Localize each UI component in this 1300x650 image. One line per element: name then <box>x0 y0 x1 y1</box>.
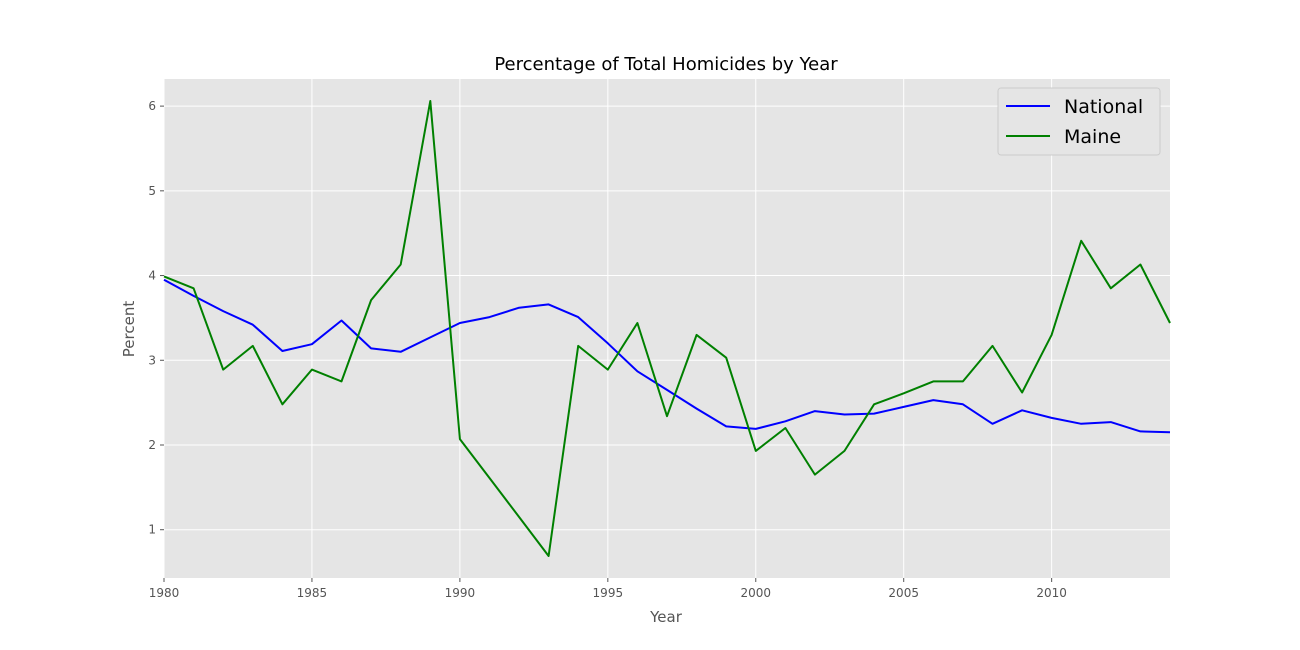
x-tick-label: 2000 <box>740 586 771 600</box>
legend-label-maine: Maine <box>1064 126 1121 148</box>
x-axis-ticks: 1980 1985 1990 1995 2000 2005 2010 <box>149 578 1067 600</box>
y-axis-ticks: 1 2 3 4 5 6 <box>148 99 164 537</box>
y-tick-label: 4 <box>148 269 156 283</box>
series-lines <box>163 100 1171 557</box>
x-tick-label: 2010 <box>1036 586 1067 600</box>
y-axis-label: Percent <box>120 301 138 358</box>
x-tick-label: 1995 <box>593 586 624 600</box>
legend-box <box>997 87 1161 156</box>
y-tick-label: 5 <box>148 184 156 198</box>
series-line-national <box>163 278 1171 434</box>
y-tick-label: 6 <box>148 99 156 113</box>
y-tick-label: 3 <box>148 353 156 367</box>
chart-title: Percentage of Total Homicides by Year <box>494 54 838 75</box>
x-tick-label: 2005 <box>888 586 919 600</box>
legend: National Maine <box>997 87 1161 156</box>
legend-label-national: National <box>1064 96 1143 118</box>
x-tick-label: 1990 <box>445 586 476 600</box>
series-line-maine <box>163 100 1171 557</box>
y-tick-label: 1 <box>148 523 156 537</box>
x-tick-label: 1985 <box>297 586 328 600</box>
x-tick-label: 1980 <box>149 586 180 600</box>
x-axis-label: Year <box>649 608 683 626</box>
y-tick-label: 2 <box>148 438 156 452</box>
